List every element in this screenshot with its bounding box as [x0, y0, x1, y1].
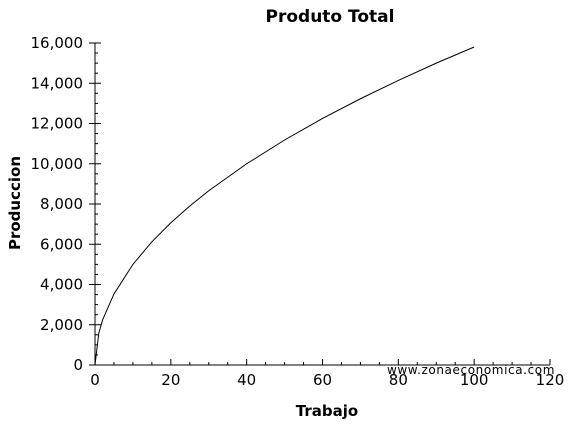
production-curve [94, 46, 475, 366]
x-tick-label: 40 [237, 371, 256, 389]
y-tick-label: 4,000 [40, 276, 83, 294]
x-tick-label: 100 [460, 371, 489, 389]
y-tick-label: 2,000 [40, 316, 83, 334]
chart-title: Produto Total [266, 7, 395, 27]
y-tick-label: 14,000 [31, 74, 84, 92]
series-group [94, 46, 475, 366]
y-tick-label: 10,000 [31, 155, 84, 173]
y-axis-title: Produccion [6, 156, 24, 250]
y-tick-label: 8,000 [40, 195, 83, 213]
y-tick-label: 0 [73, 356, 83, 374]
x-axis-title: Trabajo [296, 402, 358, 420]
axes [94, 43, 550, 366]
y-tick-label: 6,000 [40, 235, 83, 253]
x-tick-label: 60 [313, 371, 332, 389]
x-tick-label: 20 [161, 371, 180, 389]
y-axis-ticks: 0 2,000 4,000 6,000 8,000 10,000 12,000 14,000 1… [31, 34, 101, 374]
x-tick-label: 80 [389, 371, 408, 389]
x-tick-label: 120 [536, 371, 565, 389]
y-tick-label: 12,000 [31, 115, 84, 133]
x-axis-ticks: 0 20 40 60 80 100 120 [90, 359, 564, 389]
watermark-text: www.zonaeconomica.com [387, 363, 555, 377]
y-tick-label: 16,000 [31, 34, 84, 52]
x-tick-label: 0 [90, 371, 100, 389]
